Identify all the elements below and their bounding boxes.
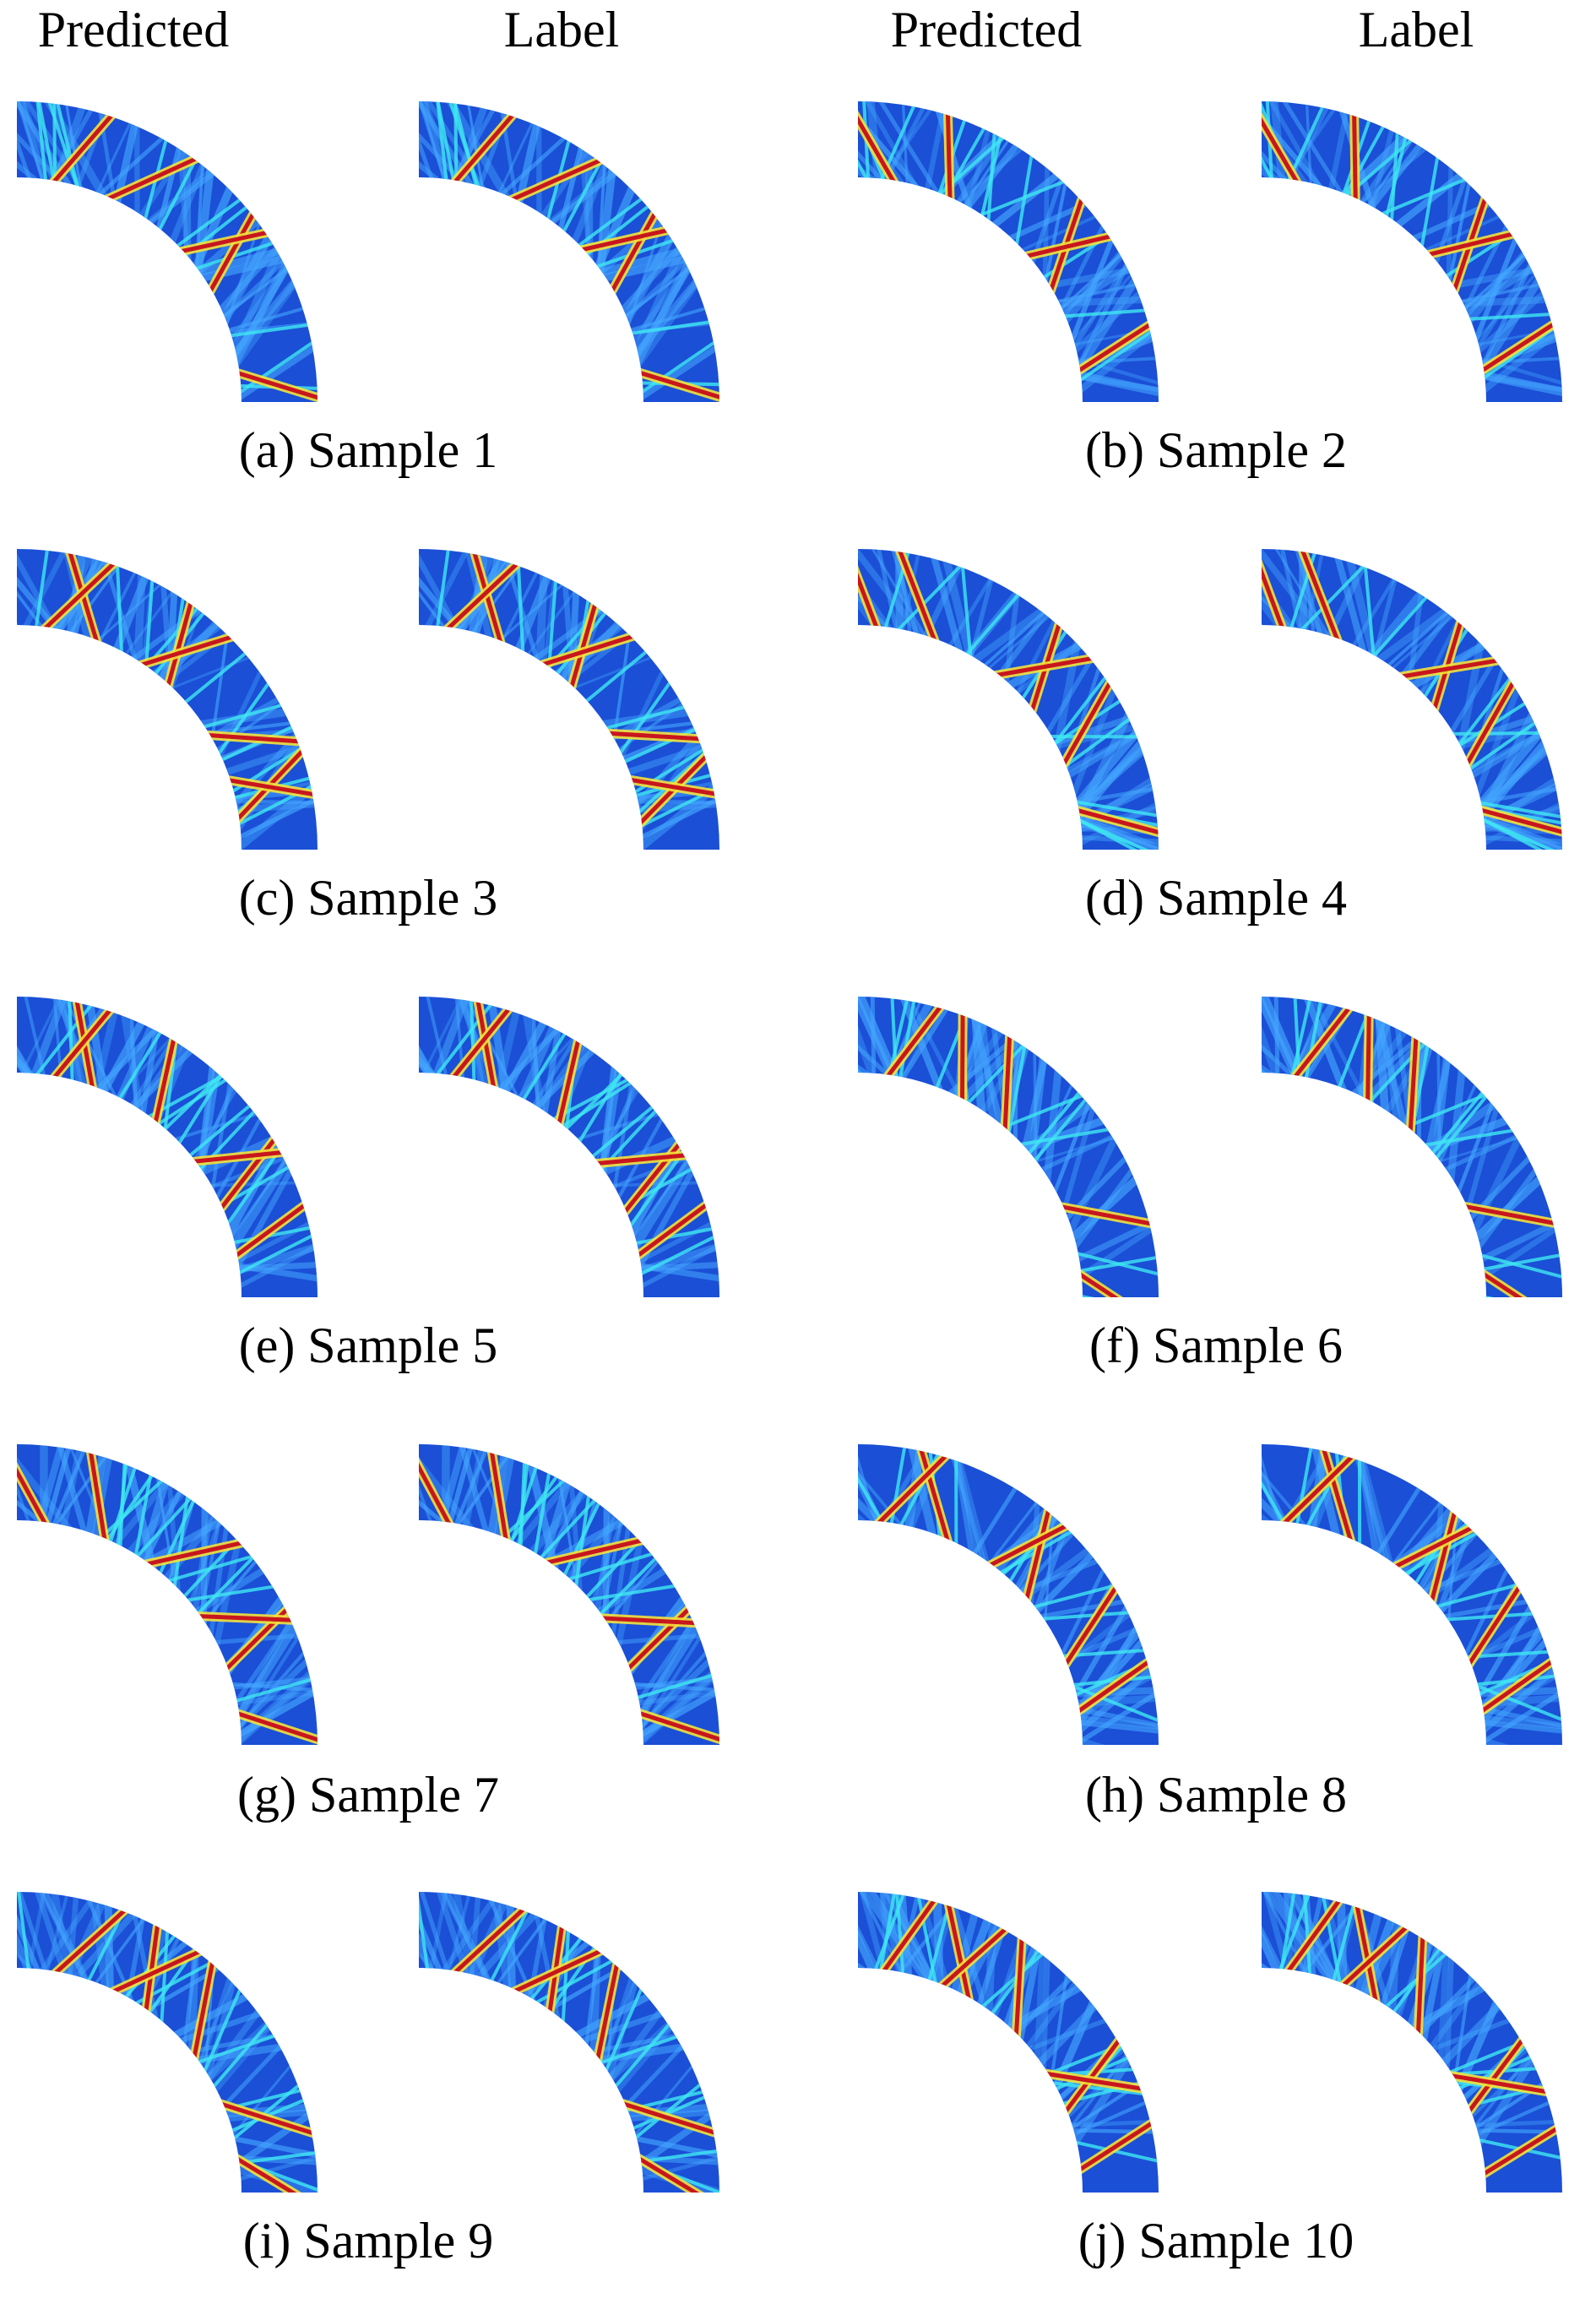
flow-field-svg	[419, 1444, 719, 1745]
label-field-image	[419, 1883, 723, 2193]
flow-field-svg	[419, 101, 719, 402]
flow-field-svg	[17, 997, 318, 1297]
wave-pattern	[1262, 101, 1562, 398]
wave-pattern	[17, 549, 318, 850]
predicted-field-image	[17, 93, 321, 402]
panel-caption: (e) Sample 5	[238, 1318, 498, 1373]
flow-field-svg	[1262, 1444, 1562, 1745]
flow-field-svg	[419, 549, 719, 850]
predicted-field-image	[858, 988, 1162, 1297]
wave-pattern	[1262, 997, 1562, 1297]
wave-pattern	[17, 997, 318, 1291]
wave-pattern	[858, 1444, 1159, 1745]
wave-pattern	[858, 549, 1159, 850]
predicted-field-image	[858, 541, 1162, 850]
flow-field-svg	[17, 1444, 318, 1745]
wave-pattern	[17, 1444, 318, 1745]
label-field-image	[419, 541, 723, 850]
wave-pattern	[1262, 1892, 1562, 2181]
column-header-predicted: Predicted	[37, 2, 230, 57]
predicted-field-image	[17, 541, 321, 850]
label-field-image	[1262, 1883, 1566, 2193]
panel-caption: (a) Sample 1	[238, 422, 498, 478]
column-header-predicted: Predicted	[890, 2, 1083, 57]
panel-caption: (i) Sample 9	[242, 2213, 494, 2269]
panel-caption: (g) Sample 7	[237, 1767, 499, 1823]
annulus-background	[858, 1444, 1159, 1745]
predicted-field-image	[858, 1436, 1162, 1745]
label-field-image	[419, 93, 723, 402]
flow-field-svg	[1262, 1892, 1562, 2193]
wave-pattern	[17, 101, 318, 402]
predicted-field-image	[17, 1436, 321, 1745]
label-field-image	[419, 988, 723, 1297]
flow-field-svg	[1262, 101, 1562, 402]
predicted-field-image	[17, 1883, 321, 2193]
wave-pattern	[858, 101, 1159, 398]
wave-pattern	[1262, 549, 1562, 850]
annulus-background	[419, 1892, 719, 2193]
wave-pattern	[419, 549, 719, 850]
flow-field-svg	[858, 1892, 1159, 2193]
label-field-image	[1262, 988, 1566, 1297]
flow-field-svg	[858, 1444, 1159, 1745]
annulus-background	[1262, 1444, 1562, 1745]
flow-field-svg	[1262, 997, 1562, 1297]
flow-field-svg	[17, 1892, 318, 2193]
label-field-image	[419, 1436, 723, 1745]
annulus-background	[858, 101, 1159, 402]
flow-field-svg	[17, 549, 318, 850]
flow-field-svg	[1262, 549, 1562, 850]
flow-field-svg	[858, 549, 1159, 850]
annulus-background	[1262, 549, 1562, 850]
predicted-field-image	[858, 93, 1162, 402]
flow-field-svg	[17, 101, 318, 402]
panel-caption: (h) Sample 8	[1085, 1767, 1347, 1823]
flow-field-svg	[858, 997, 1159, 1297]
wave-pattern	[1262, 1444, 1562, 1745]
panel-caption: (b) Sample 2	[1085, 422, 1347, 478]
wave-pattern	[858, 1892, 1159, 2176]
panel-caption: (c) Sample 3	[238, 870, 498, 926]
panel-caption: (j) Sample 10	[1078, 2213, 1354, 2269]
panel-caption: (d) Sample 4	[1085, 870, 1347, 926]
predicted-field-image	[17, 988, 321, 1297]
panel-caption: (f) Sample 6	[1089, 1318, 1343, 1373]
column-header-label: Label	[503, 2, 620, 57]
annulus-background	[1262, 101, 1562, 402]
wave-pattern	[419, 1892, 719, 2193]
flow-field-svg	[858, 101, 1159, 402]
wave-pattern	[17, 1892, 318, 2193]
wave-pattern	[858, 997, 1159, 1297]
wave-pattern	[419, 997, 719, 1291]
label-field-image	[1262, 93, 1566, 402]
label-field-image	[1262, 1436, 1566, 1745]
wave-pattern	[419, 1444, 719, 1745]
flow-field-svg	[419, 997, 719, 1297]
flow-field-svg	[419, 1892, 719, 2193]
column-header-label: Label	[1358, 2, 1474, 57]
predicted-field-image	[858, 1883, 1162, 2193]
label-field-image	[1262, 541, 1566, 850]
wave-pattern	[419, 101, 719, 402]
annulus-background	[17, 1892, 318, 2193]
